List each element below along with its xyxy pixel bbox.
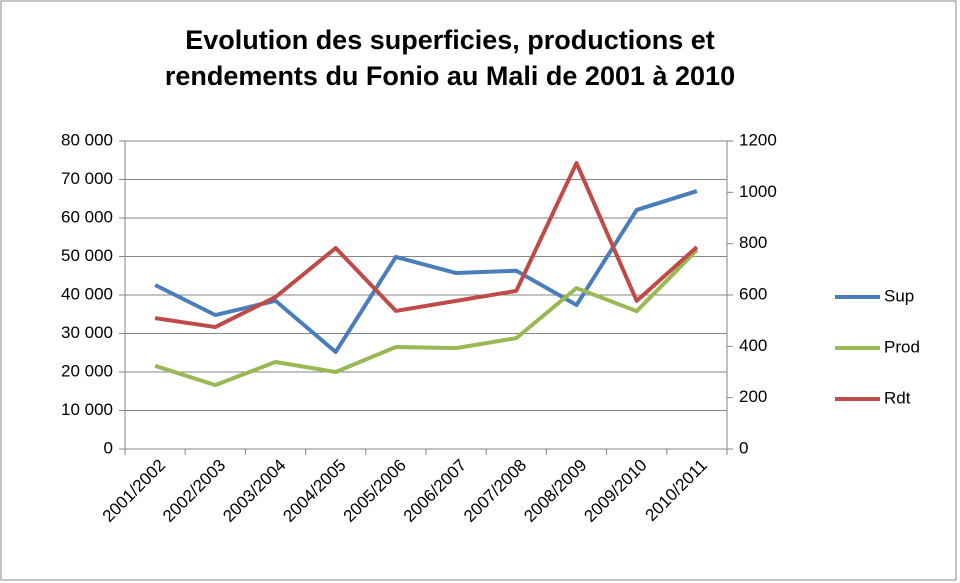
series-line — [154, 248, 699, 388]
y-tick-label: 40 000 — [61, 284, 113, 303]
chart-title: rendements du Fonio au Mali de 2001 à 20… — [165, 61, 735, 91]
series-line — [154, 189, 698, 354]
y-tick-label: 20 000 — [61, 361, 113, 380]
y-tick-label: 30 000 — [61, 323, 113, 342]
y-tick-label: 0 — [104, 438, 113, 457]
legend-label: Sup — [884, 286, 914, 305]
y-tick-label: 10 000 — [61, 400, 113, 419]
y-tick-label: 80 000 — [61, 130, 113, 149]
legend-label: Prod — [884, 337, 920, 356]
y2-tick-label: 800 — [739, 233, 767, 252]
y-tick-label: 50 000 — [61, 246, 113, 265]
chart-title: Evolution des superficies, productions e… — [185, 25, 715, 55]
y2-tick-label: 400 — [739, 336, 767, 355]
series-line — [154, 161, 699, 330]
y2-tick-label: 1000 — [739, 182, 777, 201]
y2-tick-label: 0 — [739, 438, 748, 457]
y2-tick-label: 600 — [739, 284, 767, 303]
y2-tick-label: 200 — [739, 387, 767, 406]
legend-label: Rdt — [884, 388, 911, 407]
y-tick-label: 70 000 — [61, 169, 113, 188]
y2-tick-label: 1200 — [739, 130, 777, 149]
y-tick-label: 60 000 — [61, 207, 113, 226]
